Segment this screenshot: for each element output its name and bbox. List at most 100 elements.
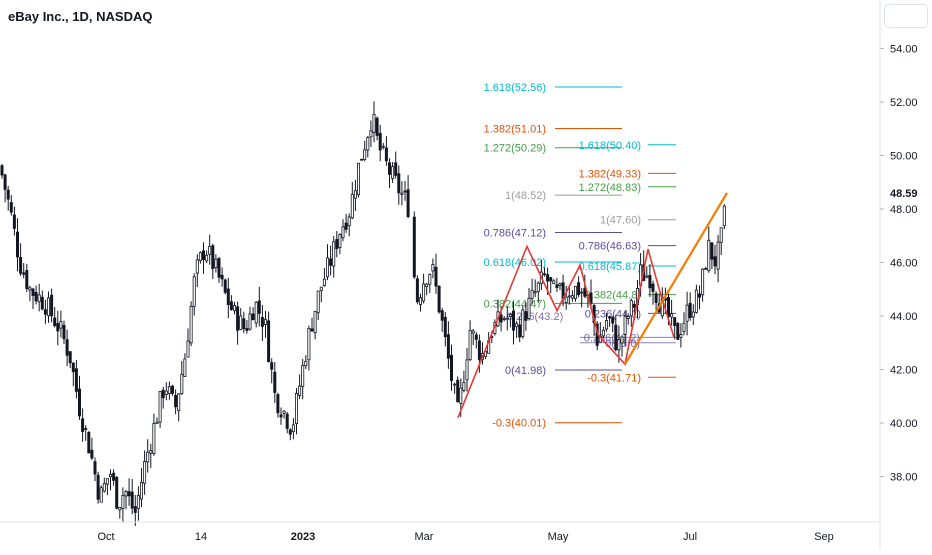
candle-up — [536, 282, 540, 292]
candle-up — [301, 365, 305, 387]
candle-down — [403, 190, 407, 193]
candle-down — [96, 474, 100, 500]
price-tick-label: 52.00 — [890, 97, 918, 109]
candle-up — [707, 239, 711, 272]
zigzag-layer — [457, 192, 728, 418]
candle-down — [270, 362, 274, 370]
time-tick-label: 14 — [195, 531, 207, 543]
candle-up — [620, 336, 624, 344]
candle-down — [583, 287, 587, 297]
candle-up — [722, 205, 726, 227]
candles-layer — [0, 101, 726, 526]
toolbar-button[interactable] — [884, 4, 928, 28]
candle-down — [477, 340, 481, 360]
candle-down — [81, 418, 85, 432]
time-tick-label: Sep — [814, 531, 834, 543]
candle-up — [291, 424, 295, 432]
candle-up — [645, 275, 649, 278]
candle-up — [59, 321, 63, 329]
candle-down — [546, 274, 550, 282]
candle-up — [356, 162, 360, 196]
candle-down — [74, 368, 78, 392]
candle-up — [623, 315, 627, 335]
candle-down — [68, 351, 72, 364]
candle-up — [508, 314, 512, 317]
candle-up — [239, 315, 243, 330]
candle-down — [651, 283, 655, 292]
candle-up — [149, 450, 153, 454]
candle-up — [400, 192, 404, 195]
candle-up — [381, 145, 385, 148]
candle-up — [605, 320, 609, 330]
candle-up — [254, 301, 258, 324]
fib-level-label: 1.382(51.01) — [484, 123, 546, 135]
candle-down — [133, 506, 137, 513]
candle-up — [177, 393, 181, 411]
candle-down — [273, 371, 277, 393]
candle-down — [518, 324, 522, 338]
candle-down — [211, 245, 215, 269]
price-tick-label: 38.00 — [890, 472, 918, 484]
candle-up — [158, 391, 162, 423]
candle-down — [589, 292, 593, 304]
candle-down — [53, 317, 57, 327]
candle-up — [533, 291, 537, 294]
candle-up — [180, 373, 184, 394]
candle-down — [9, 202, 13, 213]
candle-up — [136, 495, 140, 509]
candle-down — [22, 272, 26, 275]
candle-down — [608, 316, 612, 319]
fib-level-label: 0.236(43.2) — [507, 311, 563, 323]
candle-up — [453, 383, 457, 386]
candle-up — [564, 296, 568, 303]
candle-up — [363, 149, 367, 160]
candle-down — [174, 395, 178, 408]
candle-up — [341, 226, 345, 239]
candle-up — [99, 487, 103, 503]
candle-up — [263, 318, 267, 325]
candle-down — [56, 323, 60, 332]
candle-down — [375, 117, 379, 136]
candle-down — [499, 314, 503, 323]
candle-down — [19, 256, 23, 274]
candle-up — [155, 421, 159, 424]
candle-down — [170, 385, 174, 394]
candle-down — [632, 303, 636, 308]
fib-level-label: 1.382(49.33) — [579, 168, 641, 180]
candle-up — [332, 241, 336, 267]
candle-up — [716, 241, 720, 270]
time-tick-label: Oct — [97, 531, 114, 543]
candle-up — [167, 386, 171, 395]
candle-down — [549, 277, 553, 282]
candle-up — [552, 280, 556, 284]
candle-up — [428, 274, 432, 285]
candle-up — [694, 289, 698, 313]
candle-up — [294, 392, 298, 424]
candle-down — [648, 274, 652, 289]
candle-down — [387, 162, 391, 175]
candle-up — [164, 390, 168, 395]
candle-up — [366, 136, 370, 151]
time-tick-label: 2023 — [291, 531, 315, 543]
candle-up — [422, 283, 426, 302]
candle-up — [338, 234, 342, 248]
fib-level-label: 1.618(52.56) — [484, 82, 546, 94]
candle-down — [6, 189, 10, 200]
candle-down — [43, 309, 47, 315]
candle-down — [223, 279, 227, 293]
candle-up — [462, 382, 466, 391]
candle-up — [195, 259, 199, 274]
candle-up — [567, 295, 571, 298]
candle-up — [105, 478, 109, 485]
candle-up — [372, 113, 376, 133]
candle-down — [688, 302, 692, 318]
candle-down — [335, 239, 339, 250]
fib-level-label: 0.618(46.02) — [484, 257, 546, 269]
candle-up — [152, 423, 156, 454]
fib-level-label: 1(48.52) — [505, 190, 546, 202]
candle-down — [394, 162, 398, 176]
candle-down — [279, 414, 283, 418]
